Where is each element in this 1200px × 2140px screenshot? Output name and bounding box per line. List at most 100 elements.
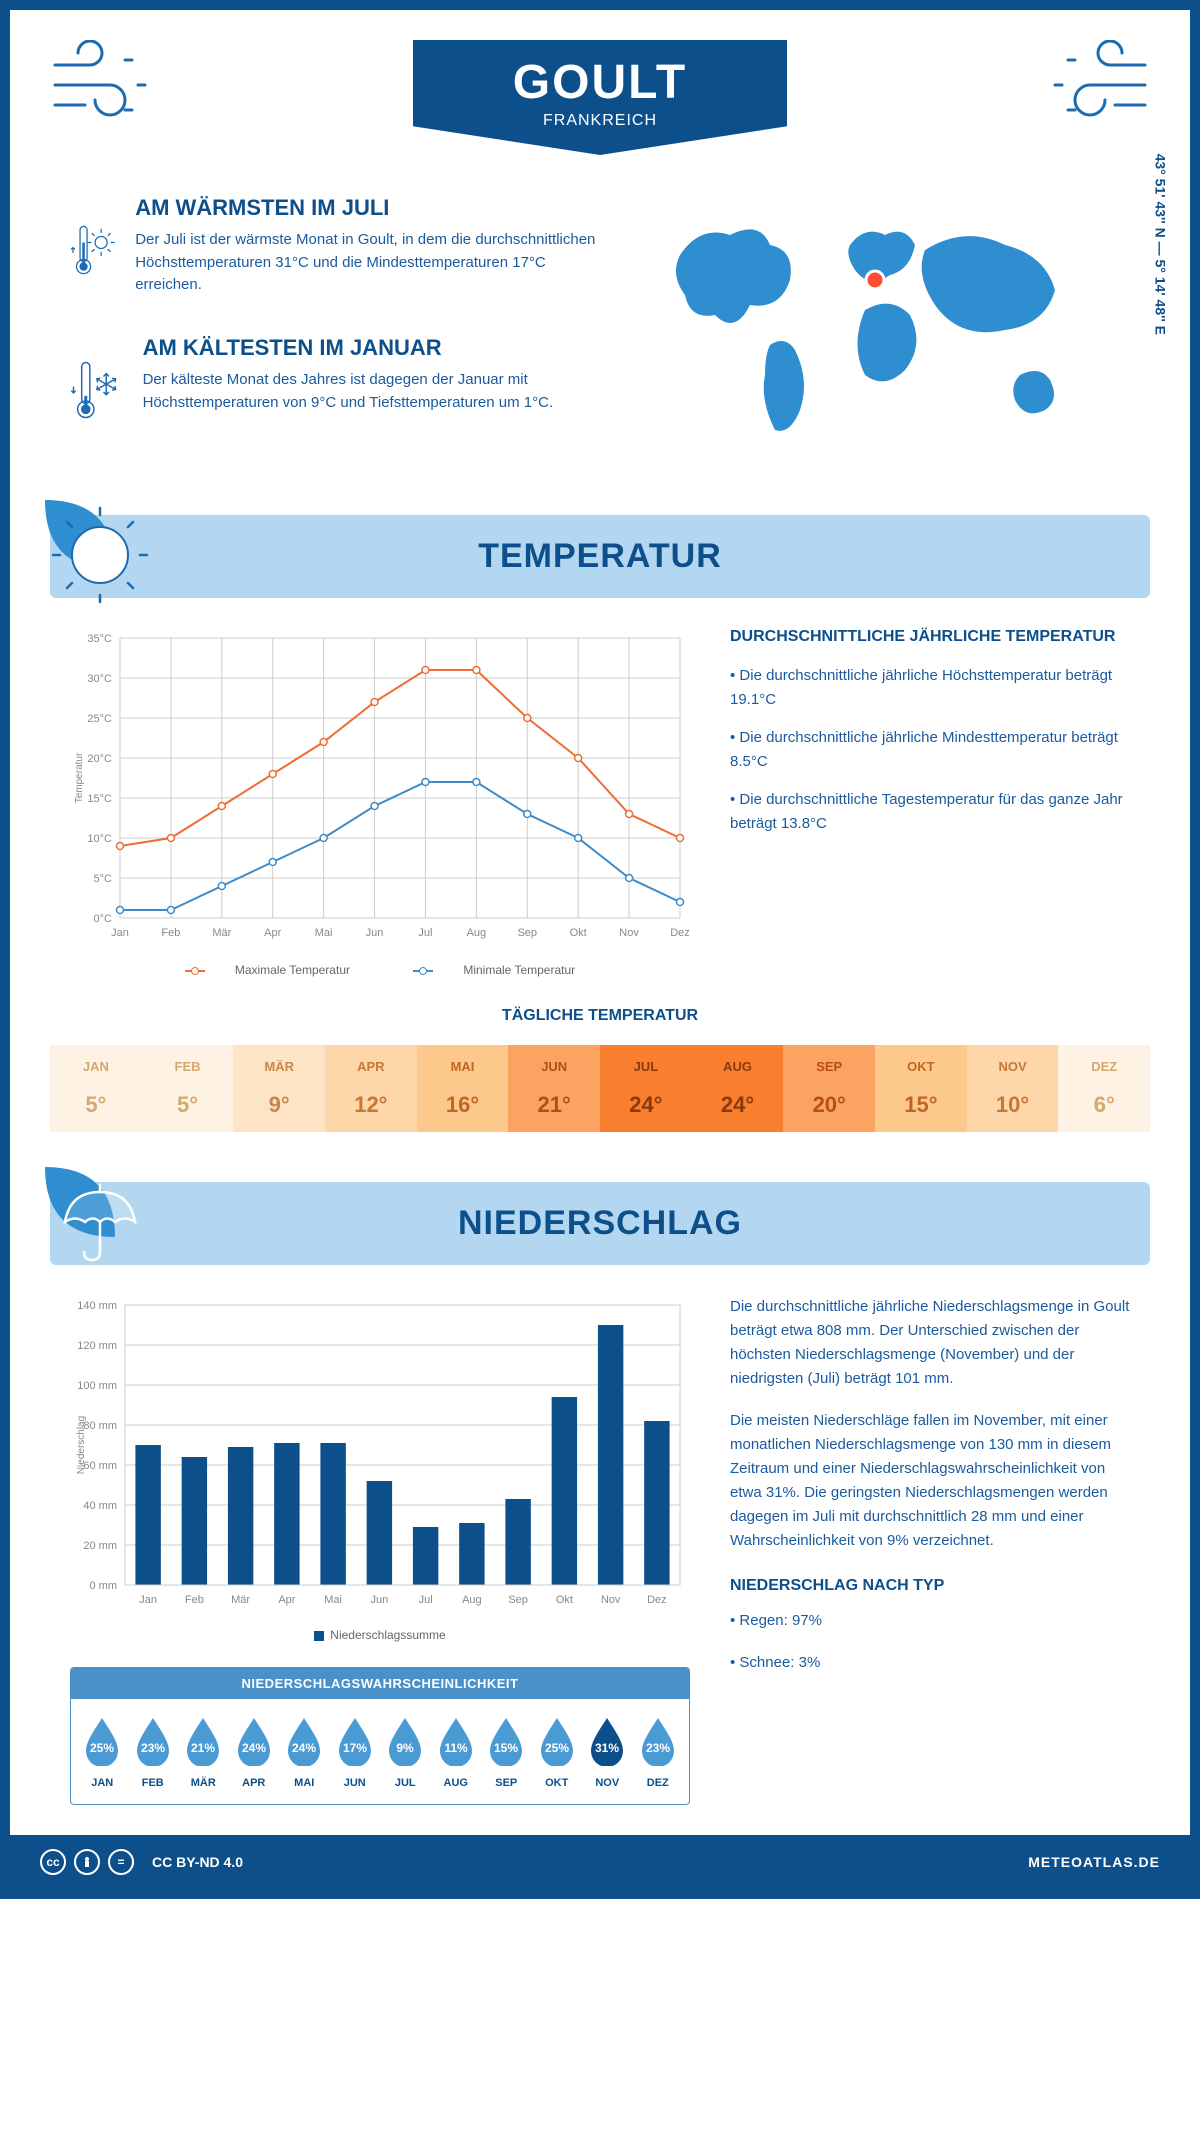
prob-drop: 23% FEB (130, 1714, 177, 1789)
sun-icon (45, 500, 165, 620)
coldest-title: AM KÄLTESTEN IM JANUAR (143, 335, 610, 361)
daily-temp-cell: NOV10° (967, 1045, 1059, 1132)
svg-text:Feb: Feb (161, 927, 180, 939)
svg-text:Temperatur: Temperatur (74, 752, 85, 803)
daily-temp-cell: SEP20° (783, 1045, 875, 1132)
temperature-header: TEMPERATUR (50, 515, 1150, 598)
precipitation-summary: Die durchschnittliche jährliche Niedersc… (730, 1295, 1130, 1805)
temperature-line-chart: 0°C5°C10°C15°C20°C25°C30°C35°CJanFebMärA… (70, 628, 690, 977)
coordinates: 43° 51' 43'' N — 5° 14' 48'' E (1152, 154, 1168, 335)
daily-temp-cell: AUG24° (692, 1045, 784, 1132)
coldest-text: Der kälteste Monat des Jahres ist dagege… (143, 369, 610, 414)
svg-text:Mär: Mär (212, 927, 231, 939)
daily-temp-cell: JUL24° (600, 1045, 692, 1132)
chart-legend: Maximale Temperatur Minimale Temperatur (70, 963, 690, 977)
prob-drop: 25% OKT (534, 1714, 581, 1789)
prob-title: NIEDERSCHLAGSWAHRSCHEINLICHKEIT (71, 1668, 689, 1699)
thermometer-hot-icon (70, 195, 115, 305)
svg-text:Okt: Okt (556, 1594, 573, 1606)
svg-text:Apr: Apr (264, 927, 281, 939)
svg-text:11%: 11% (444, 1741, 468, 1755)
daily-temp-cell: FEB5° (142, 1045, 234, 1132)
svg-text:60 mm: 60 mm (83, 1460, 117, 1472)
svg-text:5°C: 5°C (94, 873, 113, 885)
bar-legend: Niederschlagssumme (70, 1628, 690, 1642)
svg-text:Jul: Jul (419, 1594, 433, 1606)
precipitation-bar-chart: 0 mm20 mm40 mm60 mm80 mm100 mm120 mm140 … (70, 1295, 690, 1805)
svg-text:Aug: Aug (467, 927, 487, 939)
svg-text:24%: 24% (242, 1741, 266, 1755)
svg-text:Aug: Aug (462, 1594, 482, 1606)
svg-text:Mär: Mär (231, 1594, 250, 1606)
license-text: CC BY-ND 4.0 (152, 1854, 243, 1870)
svg-text:0°C: 0°C (94, 913, 113, 925)
svg-text:25%: 25% (545, 1741, 569, 1755)
city-title: GOULT (513, 55, 687, 110)
svg-text:Jul: Jul (418, 927, 432, 939)
daily-temp-cell: APR12° (325, 1045, 417, 1132)
world-map: 43° 51' 43'' N — 5° 14' 48'' E (650, 195, 1130, 475)
intro-section: AM WÄRMSTEN IM JULI Der Juli ist der wär… (10, 175, 1190, 515)
svg-text:9%: 9% (397, 1741, 415, 1755)
svg-text:Niederschlag: Niederschlag (76, 1416, 87, 1474)
prob-drop: 15% SEP (483, 1714, 530, 1789)
svg-text:40 mm: 40 mm (83, 1500, 117, 1512)
precip-type-title: NIEDERSCHLAG NACH TYP (730, 1573, 1130, 1599)
svg-text:Jun: Jun (366, 927, 384, 939)
daily-temp-cell: OKT15° (875, 1045, 967, 1132)
svg-text:Sep: Sep (517, 927, 537, 939)
header: GOULT FRANKREICH (10, 10, 1190, 175)
prob-drop: 24% APR (231, 1714, 278, 1789)
warmest-title: AM WÄRMSTEN IM JULI (135, 195, 610, 221)
by-icon (74, 1849, 100, 1875)
probability-box: NIEDERSCHLAGSWAHRSCHEINLICHKEIT 25% JAN … (70, 1667, 690, 1805)
svg-text:Dez: Dez (670, 927, 690, 939)
svg-text:Mai: Mai (324, 1594, 342, 1606)
section-title: NIEDERSCHLAG (72, 1204, 1128, 1243)
svg-text:100 mm: 100 mm (77, 1380, 117, 1392)
svg-text:17%: 17% (343, 1741, 367, 1755)
svg-text:Dez: Dez (647, 1594, 667, 1606)
prob-drop: 21% MÄR (180, 1714, 227, 1789)
svg-text:23%: 23% (141, 1741, 165, 1755)
svg-text:15%: 15% (494, 1741, 518, 1755)
daily-temp-cell: MAI16° (417, 1045, 509, 1132)
svg-text:80 mm: 80 mm (83, 1420, 117, 1432)
svg-text:Apr: Apr (278, 1594, 295, 1606)
svg-text:Sep: Sep (508, 1594, 528, 1606)
svg-text:25°C: 25°C (87, 713, 112, 725)
svg-text:Jan: Jan (111, 927, 129, 939)
temperature-summary: DURCHSCHNITTLICHE JÄHRLICHE TEMPERATUR •… (730, 628, 1130, 977)
svg-text:Mai: Mai (315, 927, 333, 939)
daily-temp-cell: JAN5° (50, 1045, 142, 1132)
svg-text:Feb: Feb (185, 1594, 204, 1606)
precip-type-bullet: • Regen: 97% (730, 1609, 1130, 1633)
footer: cc = CC BY-ND 4.0 METEOATLAS.DE (10, 1835, 1190, 1889)
svg-text:20 mm: 20 mm (83, 1540, 117, 1552)
svg-text:0 mm: 0 mm (90, 1580, 118, 1592)
temp-bullet: • Die durchschnittliche jährliche Höchst… (730, 664, 1130, 712)
precip-type-bullet: • Schnee: 3% (730, 1651, 1130, 1675)
svg-text:Jun: Jun (371, 1594, 389, 1606)
svg-text:30°C: 30°C (87, 673, 112, 685)
svg-text:31%: 31% (595, 1741, 619, 1755)
svg-text:Nov: Nov (601, 1594, 621, 1606)
prob-drop: 17% JUN (332, 1714, 379, 1789)
site-name: METEOATLAS.DE (1028, 1854, 1160, 1870)
svg-text:21%: 21% (191, 1741, 215, 1755)
svg-text:15°C: 15°C (87, 793, 112, 805)
country-subtitle: FRANKREICH (513, 112, 687, 130)
title-banner: GOULT FRANKREICH (413, 40, 787, 155)
svg-text:25%: 25% (90, 1741, 114, 1755)
wind-icon (1040, 40, 1150, 130)
precipitation-header: NIEDERSCHLAG (50, 1182, 1150, 1265)
svg-text:10°C: 10°C (87, 833, 112, 845)
warmest-text: Der Juli ist der wärmste Monat in Goult,… (135, 229, 610, 297)
prob-drop: 25% JAN (79, 1714, 126, 1789)
daily-temp-cell: MÄR9° (233, 1045, 325, 1132)
svg-text:24%: 24% (292, 1741, 316, 1755)
warmest-block: AM WÄRMSTEN IM JULI Der Juli ist der wär… (70, 195, 610, 305)
prob-drop: 31% NOV (584, 1714, 631, 1789)
prob-drop: 11% AUG (433, 1714, 480, 1789)
daily-temp-cell: JUN21° (508, 1045, 600, 1132)
